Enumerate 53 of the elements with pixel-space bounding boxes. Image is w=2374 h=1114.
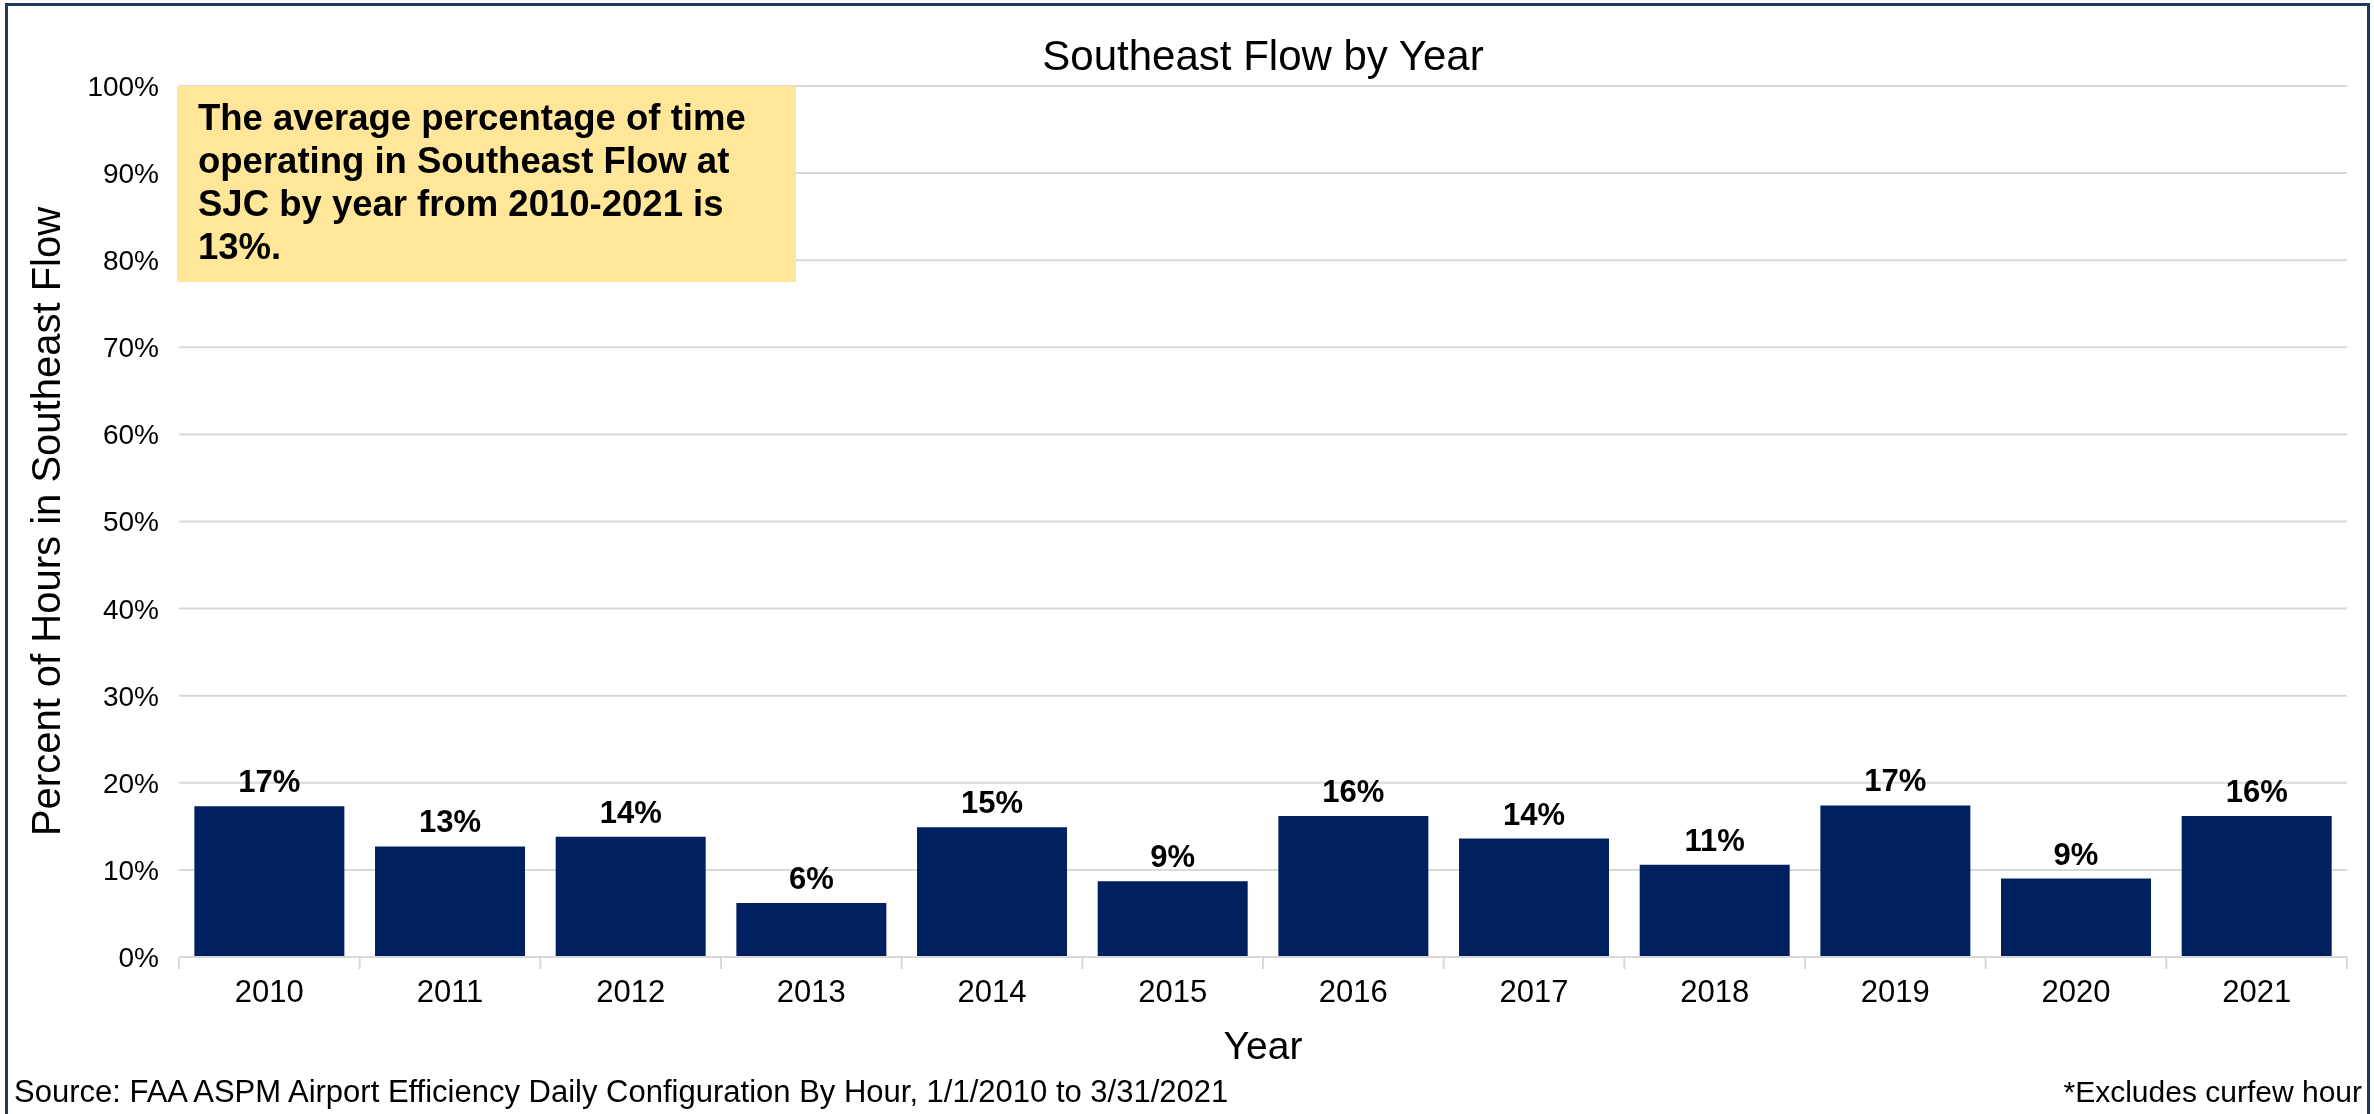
data-label: 6% bbox=[788, 861, 834, 896]
x-tick-label: 2020 bbox=[2041, 974, 2111, 1009]
bar bbox=[736, 903, 887, 957]
x-tick-label: 2019 bbox=[1860, 974, 1930, 1009]
y-tick-label: 30% bbox=[102, 680, 159, 712]
data-label: 16% bbox=[2225, 773, 2288, 809]
y-tick-label: 90% bbox=[102, 158, 159, 190]
data-label: 17% bbox=[238, 764, 301, 800]
y-tick-label: 10% bbox=[102, 854, 159, 886]
y-tick-label: 80% bbox=[102, 245, 159, 277]
x-tick-label: 2010 bbox=[234, 974, 304, 1009]
x-tick-label: 2014 bbox=[957, 974, 1027, 1009]
x-tick-label: 2016 bbox=[1318, 974, 1388, 1009]
data-label: 13% bbox=[419, 804, 482, 840]
x-axis-title: Year bbox=[1223, 1023, 1303, 1067]
bar bbox=[1278, 815, 1429, 957]
x-tick-label: 2013 bbox=[776, 974, 846, 1009]
y-tick-label: 100% bbox=[87, 70, 159, 102]
text: *Excludes curfew hour bbox=[2063, 1074, 2362, 1110]
data-label: 17% bbox=[1864, 763, 1927, 799]
data-label: 16% bbox=[1322, 773, 1385, 809]
data-label: 9% bbox=[1150, 839, 1196, 875]
y-tick-label: 70% bbox=[102, 332, 159, 364]
bar bbox=[1820, 805, 1971, 957]
bar bbox=[917, 827, 1068, 957]
y-tick-label: 40% bbox=[102, 593, 159, 625]
annotation: The average percentage of time operating in Southeast Flow at SJC by year from 2010-2021 is 13%. bbox=[177, 86, 796, 282]
source-note: Source: FAA ASPM Airport Efficiency Daily Configuration By Hour, 1/1/2010 to 3/31/2021 bbox=[14, 1073, 1229, 1111]
x-tick-label: 2012 bbox=[596, 974, 666, 1009]
x-tick-label: 2018 bbox=[1680, 974, 1750, 1009]
data-label: 9% bbox=[2053, 836, 2099, 872]
data-label: 15% bbox=[961, 785, 1024, 821]
y-tick-label: 0% bbox=[118, 941, 159, 973]
bar bbox=[1097, 881, 1248, 957]
x-tick-label: 2017 bbox=[1499, 974, 1569, 1009]
x-tick-label: 2015 bbox=[1138, 974, 1208, 1009]
bar bbox=[2001, 878, 2152, 957]
chart-title: Southeast Flow by Year bbox=[1041, 32, 1485, 80]
y-axis-title: Percent of Hours in Southeast Flow bbox=[24, 206, 68, 837]
bar bbox=[194, 806, 345, 957]
x-tick-label: 2021 bbox=[2222, 974, 2292, 1009]
data-label: 14% bbox=[599, 794, 662, 830]
y-tick-label: 20% bbox=[102, 767, 159, 799]
bar bbox=[1459, 838, 1610, 957]
data-label: 11% bbox=[1684, 822, 1745, 858]
x-tick-label: 2011 bbox=[416, 974, 484, 1009]
y-tick-label: 50% bbox=[102, 506, 159, 538]
bar bbox=[2181, 815, 2332, 957]
bar bbox=[1639, 864, 1790, 957]
bar bbox=[375, 846, 526, 957]
data-label: 14% bbox=[1503, 796, 1566, 832]
y-tick-label: 60% bbox=[102, 419, 159, 451]
bar bbox=[555, 836, 706, 957]
